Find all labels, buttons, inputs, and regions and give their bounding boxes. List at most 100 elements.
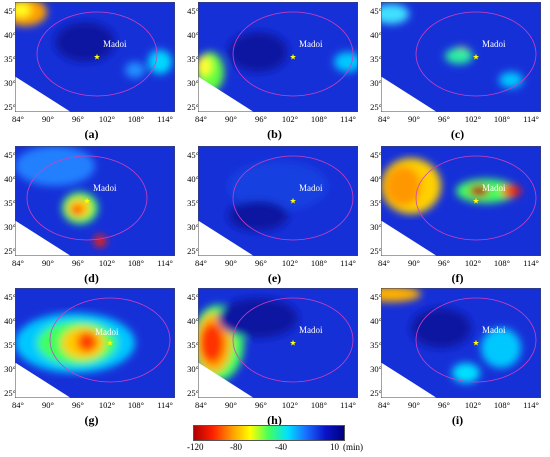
map-panel: 45° 40° 35° 30° 25° Madoi 84° 90° 96° 102° 108° 114… — [183, 2, 366, 152]
station-label: Madoi — [482, 39, 506, 49]
x-tick-label: 90° — [42, 400, 54, 410]
x-tick-label: 108° — [310, 258, 328, 268]
station-star-icon — [472, 339, 480, 346]
y-tick-label: 35° — [187, 54, 199, 64]
map-panel: 45° 40° 35° 30° 25° Madoi 84° 90° 96° 102° 108° 114… — [366, 2, 549, 152]
x-tick-label: 96° — [438, 400, 450, 410]
y-tick-label: 45° — [187, 6, 199, 16]
station-label: Madoi — [299, 325, 323, 335]
heatmap-plot: Madoi — [381, 146, 541, 256]
station-label: Madoi — [103, 39, 127, 49]
station-star-icon — [106, 339, 114, 346]
y-tick-label: 40° — [187, 30, 199, 40]
range-circle — [232, 297, 354, 383]
x-tick-label: 114° — [523, 114, 539, 124]
x-tick-label: 84° — [12, 114, 24, 124]
x-tick-label: 90° — [225, 114, 237, 124]
y-tick-label: 25° — [187, 388, 199, 398]
x-tick-label: 102° — [464, 400, 482, 410]
anomaly-blob — [228, 161, 328, 211]
anomaly-blob — [411, 308, 471, 348]
colorbar-tick-label: -40 — [275, 442, 287, 452]
panel-label: (g) — [84, 413, 99, 427]
y-tick-label: 35° — [187, 198, 199, 208]
y-tick-label: 25° — [187, 246, 199, 256]
y-tick-label: 45° — [4, 6, 16, 16]
station-label: Madoi — [299, 39, 323, 49]
map-panel: 45° 40° 35° 30° 25° Madoi 84° 90° 96° 102° 108° 114… — [183, 288, 366, 438]
x-tick-label: 84° — [378, 114, 390, 124]
station-star-icon — [472, 197, 480, 204]
y-tick-label: 40° — [4, 30, 16, 40]
y-tick-label: 30° — [4, 222, 16, 232]
anomaly-blob — [228, 201, 288, 231]
y-tick-label: 35° — [370, 54, 382, 64]
x-tick-label: 108° — [493, 114, 511, 124]
station-star-icon — [93, 53, 101, 60]
x-tick-label: 108° — [127, 114, 145, 124]
y-tick-label: 45° — [370, 292, 382, 302]
anomaly-blob — [15, 146, 95, 186]
y-tick-label: 30° — [370, 222, 382, 232]
panel-label: (i) — [451, 413, 464, 427]
anomaly-blob — [94, 235, 106, 247]
heatmap-plot: Madoi — [15, 146, 175, 256]
y-tick-label: 35° — [4, 54, 16, 64]
x-tick-label: 96° — [255, 114, 267, 124]
y-tick-label: 45° — [370, 150, 382, 160]
y-tick-label: 35° — [370, 340, 382, 350]
x-tick-label: 90° — [408, 114, 420, 124]
range-circle — [415, 11, 537, 97]
x-tick-label: 114° — [523, 400, 539, 410]
x-tick-label: 90° — [408, 400, 420, 410]
anomaly-blob — [452, 363, 480, 383]
y-tick-label: 30° — [187, 222, 199, 232]
y-tick-label: 45° — [370, 6, 382, 16]
anomaly-blob — [125, 62, 145, 78]
x-tick-label: 108° — [493, 400, 511, 410]
map-panel: 45° 40° 35° 30° 25° Madoi 84° 90° 96° 102° 108° 114… — [0, 146, 183, 296]
x-tick-label: 102° — [98, 114, 116, 124]
x-tick-label: 96° — [72, 400, 84, 410]
x-tick-label: 102° — [98, 400, 116, 410]
x-tick-label: 114° — [157, 400, 173, 410]
y-tick-label: 30° — [370, 364, 382, 374]
station-label: Madoi — [95, 327, 119, 337]
x-tick-label: 114° — [523, 258, 539, 268]
x-tick-label: 96° — [255, 258, 267, 268]
y-tick-label: 35° — [187, 340, 199, 350]
range-circle — [415, 297, 537, 383]
x-tick-label: 84° — [195, 258, 207, 268]
anomaly-blob — [218, 298, 298, 338]
anomaly-blob — [334, 52, 358, 72]
x-tick-label: 96° — [438, 258, 450, 268]
x-tick-label: 90° — [42, 258, 54, 268]
x-tick-label: 102° — [98, 258, 116, 268]
range-circle — [232, 155, 354, 241]
y-tick-label: 40° — [4, 174, 16, 184]
y-tick-label: 30° — [4, 78, 16, 88]
y-tick-label: 45° — [187, 150, 199, 160]
y-tick-label: 25° — [370, 246, 382, 256]
x-tick-label: 114° — [340, 400, 356, 410]
heatmap-plot: Madoi — [198, 2, 358, 112]
y-tick-label: 25° — [187, 102, 199, 112]
x-tick-label: 108° — [493, 258, 511, 268]
anomaly-blob — [381, 4, 409, 24]
anomaly-blob — [228, 32, 288, 72]
y-tick-label: 45° — [187, 292, 199, 302]
y-tick-label: 25° — [370, 102, 382, 112]
anomaly-blob — [15, 3, 31, 17]
x-tick-label: 102° — [464, 258, 482, 268]
station-star-icon — [289, 197, 297, 204]
y-tick-label: 45° — [4, 292, 16, 302]
map-panel: 45° 40° 35° 30° 25° Madoi 84° 90° 96° 102° 108° 114… — [366, 288, 549, 438]
y-tick-label: 30° — [187, 78, 199, 88]
heatmap-plot: Madoi — [15, 288, 175, 398]
x-tick-label: 96° — [438, 114, 450, 124]
map-panel: 45° 40° 35° 30° 25° Madoi 84° 90° 96° 102° 108° 114… — [183, 146, 366, 296]
panel-label: (d) — [84, 271, 99, 285]
x-tick-label: 90° — [225, 258, 237, 268]
y-tick-label: 25° — [4, 246, 16, 256]
x-tick-label: 114° — [340, 114, 356, 124]
